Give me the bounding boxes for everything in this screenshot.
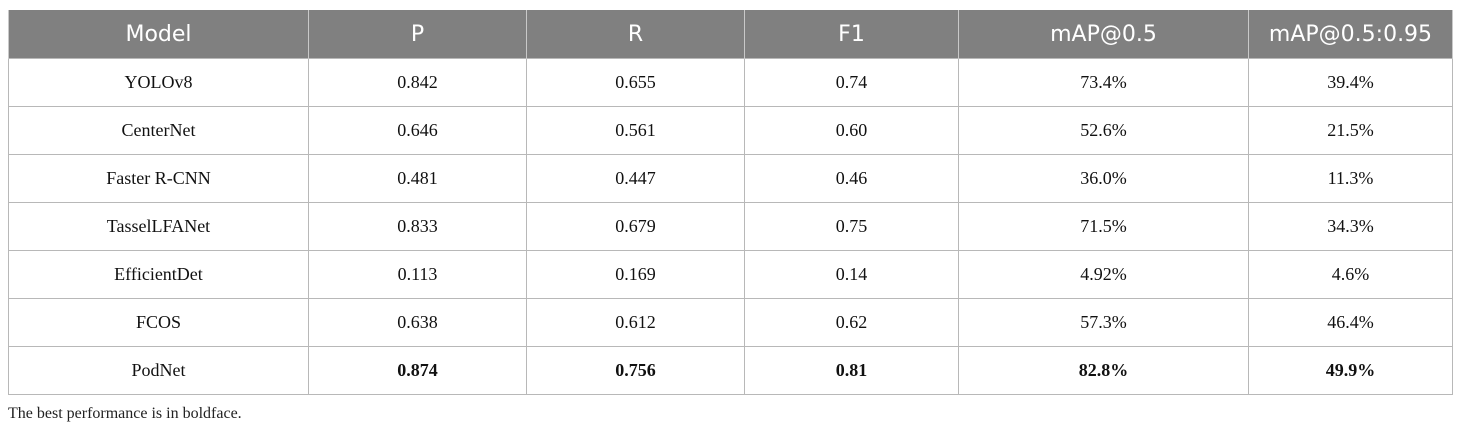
map50-95-cell: 39.4% xyxy=(1248,58,1453,107)
p-cell: 0.842 xyxy=(308,58,527,107)
r-cell: 0.756 xyxy=(526,346,745,395)
map50-95-cell: 49.9% xyxy=(1248,346,1453,395)
table-footnote: The best performance is in boldface. xyxy=(8,405,242,422)
r-cell: 0.169 xyxy=(526,250,745,299)
f1-cell: 0.62 xyxy=(744,298,959,347)
model-cell: Faster R-CNN xyxy=(8,154,309,203)
table-header: Model P R F1 mAP@0.5 mAP@0.5:0.95 xyxy=(8,10,1453,59)
table-row: EfficientDet 0.113 0.169 0.14 4.92% 4.6% xyxy=(8,250,1453,299)
r-cell: 0.655 xyxy=(526,58,745,107)
column-header-p: P xyxy=(308,10,527,59)
model-cell: TasselLFANet xyxy=(8,202,309,251)
p-cell: 0.113 xyxy=(308,250,527,299)
results-table: Model P R F1 mAP@0.5 mAP@0.5:0.95 YOLOv8… xyxy=(8,10,1453,395)
table-row: PodNet 0.874 0.756 0.81 82.8% 49.9% xyxy=(8,346,1453,395)
map50-cell: 82.8% xyxy=(958,346,1249,395)
p-cell: 0.481 xyxy=(308,154,527,203)
r-cell: 0.561 xyxy=(526,106,745,155)
table-body: YOLOv8 0.842 0.655 0.74 73.4% 39.4% CenterNet 0… xyxy=(8,58,1453,395)
model-cell: FCOS xyxy=(8,298,309,347)
column-header-f1: F1 xyxy=(744,10,959,59)
map50-cell: 71.5% xyxy=(958,202,1249,251)
map50-cell: 36.0% xyxy=(958,154,1249,203)
model-cell: CenterNet xyxy=(8,106,309,155)
table-row: FCOS 0.638 0.612 0.62 57.3% 46.4% xyxy=(8,298,1453,347)
results-table-container: Model P R F1 mAP@0.5 mAP@0.5:0.95 YOLOv8… xyxy=(8,10,1453,395)
map50-95-cell: 46.4% xyxy=(1248,298,1453,347)
map50-cell: 4.92% xyxy=(958,250,1249,299)
p-cell: 0.638 xyxy=(308,298,527,347)
p-cell: 0.833 xyxy=(308,202,527,251)
column-header-map50: mAP@0.5 xyxy=(958,10,1249,59)
model-cell: EfficientDet xyxy=(8,250,309,299)
column-header-r: R xyxy=(526,10,745,59)
f1-cell: 0.75 xyxy=(744,202,959,251)
header-row: Model P R F1 mAP@0.5 mAP@0.5:0.95 xyxy=(8,10,1453,59)
map50-95-cell: 4.6% xyxy=(1248,250,1453,299)
f1-cell: 0.46 xyxy=(744,154,959,203)
f1-cell: 0.14 xyxy=(744,250,959,299)
column-header-model: Model xyxy=(8,10,309,59)
f1-cell: 0.60 xyxy=(744,106,959,155)
map50-cell: 73.4% xyxy=(958,58,1249,107)
r-cell: 0.447 xyxy=(526,154,745,203)
p-cell: 0.874 xyxy=(308,346,527,395)
map50-cell: 52.6% xyxy=(958,106,1249,155)
map50-95-cell: 34.3% xyxy=(1248,202,1453,251)
f1-cell: 0.81 xyxy=(744,346,959,395)
r-cell: 0.679 xyxy=(526,202,745,251)
table-row: TasselLFANet 0.833 0.679 0.75 71.5% 34.3% xyxy=(8,202,1453,251)
p-cell: 0.646 xyxy=(308,106,527,155)
map50-cell: 57.3% xyxy=(958,298,1249,347)
model-cell: YOLOv8 xyxy=(8,58,309,107)
r-cell: 0.612 xyxy=(526,298,745,347)
f1-cell: 0.74 xyxy=(744,58,959,107)
table-row: CenterNet 0.646 0.561 0.60 52.6% 21.5% xyxy=(8,106,1453,155)
table-row: YOLOv8 0.842 0.655 0.74 73.4% 39.4% xyxy=(8,58,1453,107)
column-header-map50-95: mAP@0.5:0.95 xyxy=(1248,10,1453,59)
model-cell: PodNet xyxy=(8,346,309,395)
map50-95-cell: 11.3% xyxy=(1248,154,1453,203)
table-row: Faster R-CNN 0.481 0.447 0.46 36.0% 11.3% xyxy=(8,154,1453,203)
map50-95-cell: 21.5% xyxy=(1248,106,1453,155)
